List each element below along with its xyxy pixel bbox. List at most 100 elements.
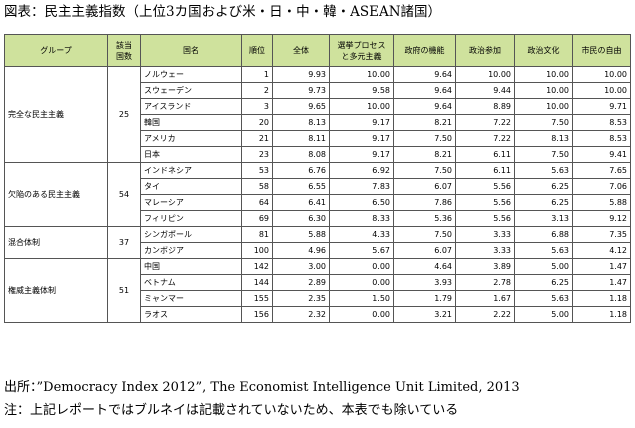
government-cell: 7.50 xyxy=(393,162,456,179)
government-cell: 6.07 xyxy=(393,178,456,195)
country-cell: ベトナム xyxy=(140,274,242,291)
rank-cell: 53 xyxy=(241,162,273,179)
electoral-cell: 6.92 xyxy=(329,162,394,179)
electoral-cell: 9.58 xyxy=(329,82,394,99)
header-count: 該当 国数 xyxy=(107,34,141,67)
rank-cell: 144 xyxy=(241,274,273,291)
culture-cell: 10.00 xyxy=(514,82,573,99)
overall-cell: 6.76 xyxy=(272,162,330,179)
participation-cell: 7.22 xyxy=(455,114,515,131)
country-cell: カンボジア xyxy=(140,242,242,259)
table-row: カンボジア 100 4.96 5.67 6.07 3.33 5.63 4.12 xyxy=(5,242,631,259)
liberties-cell: 10.00 xyxy=(572,82,631,99)
participation-cell: 8.89 xyxy=(455,98,515,115)
group-count: 37 xyxy=(107,226,141,259)
country-cell: インドネシア xyxy=(140,162,242,179)
overall-cell: 9.93 xyxy=(272,66,330,83)
rank-cell: 20 xyxy=(241,114,273,131)
overall-cell: 3.00 xyxy=(272,258,330,275)
liberties-cell: 10.00 xyxy=(572,66,631,83)
rank-cell: 23 xyxy=(241,146,273,163)
government-cell: 5.36 xyxy=(393,210,456,227)
country-cell: アメリカ xyxy=(140,130,242,147)
group-name: 完全な民主主義 xyxy=(4,66,108,163)
country-cell: ミャンマー xyxy=(140,290,242,307)
group-name: 混合体制 xyxy=(4,226,108,259)
participation-cell: 7.22 xyxy=(455,130,515,147)
participation-cell: 3.89 xyxy=(455,258,515,275)
culture-cell: 6.25 xyxy=(514,274,573,291)
rank-cell: 155 xyxy=(241,290,273,307)
country-cell: ノルウェー xyxy=(140,66,242,83)
table-row: 日本 23 8.08 9.17 8.21 6.11 7.50 9.41 xyxy=(5,146,631,163)
government-cell: 9.64 xyxy=(393,82,456,99)
culture-cell: 10.00 xyxy=(514,66,573,83)
participation-cell: 1.67 xyxy=(455,290,515,307)
liberties-cell: 5.88 xyxy=(572,194,631,211)
header-liberties: 市民の自由 xyxy=(572,34,631,67)
country-cell: スウェーデン xyxy=(140,82,242,99)
government-cell: 7.50 xyxy=(393,130,456,147)
government-cell: 4.64 xyxy=(393,258,456,275)
culture-cell: 5.00 xyxy=(514,306,573,323)
header-country: 国名 xyxy=(140,34,242,67)
electoral-cell: 10.00 xyxy=(329,98,394,115)
table-row: 混合体制 37 シンガポール 81 5.88 4.33 7.50 3.33 6.88 7.35 xyxy=(4,226,631,259)
table-body: 完全な民主主義 25 ノルウェー 1 9.93 10.00 9.64 10.00 10.00 10… xyxy=(4,66,631,323)
participation-cell: 5.56 xyxy=(455,210,515,227)
table-row: 権威主義体制 51 中国 142 3.00 0.00 4.64 3.89 5.00 1.47 xyxy=(4,258,631,323)
overall-cell: 5.88 xyxy=(272,226,330,243)
participation-cell: 2.22 xyxy=(455,306,515,323)
culture-cell: 8.13 xyxy=(514,130,573,147)
participation-cell: 3.33 xyxy=(455,226,515,243)
group-count: 54 xyxy=(107,162,141,227)
government-cell: 9.64 xyxy=(393,66,456,83)
electoral-cell: 0.00 xyxy=(329,274,394,291)
liberties-cell: 1.47 xyxy=(572,274,631,291)
overall-cell: 2.32 xyxy=(272,306,330,323)
header-government: 政府の機能 xyxy=(393,34,456,67)
overall-cell: 9.65 xyxy=(272,98,330,115)
rank-cell: 64 xyxy=(241,194,273,211)
overall-cell: 8.13 xyxy=(272,114,330,131)
country-cell: タイ xyxy=(140,178,242,195)
source-note: 出所：”Democracy Index 2012”, The Economist… xyxy=(4,380,520,395)
democracy-index-table: グループ 該当 国数 国名 順位 全体 選挙プロセス と多元主義 政府の機能 政治参加 政治文化 市民… xyxy=(4,34,631,323)
liberties-cell: 1.47 xyxy=(572,258,631,275)
electoral-cell: 9.17 xyxy=(329,130,394,147)
government-cell: 1.79 xyxy=(393,290,456,307)
country-cell: マレーシア xyxy=(140,194,242,211)
header-row: グループ 該当 国数 国名 順位 全体 選挙プロセス と多元主義 政府の機能 政治参加 政治文化 市民… xyxy=(4,34,631,67)
participation-cell: 6.11 xyxy=(455,162,515,179)
rank-cell: 69 xyxy=(241,210,273,227)
culture-cell: 5.63 xyxy=(514,290,573,307)
group-name: 権威主義体制 xyxy=(4,258,108,323)
electoral-cell: 1.50 xyxy=(329,290,394,307)
culture-cell: 5.63 xyxy=(514,242,573,259)
overall-cell: 6.55 xyxy=(272,178,330,195)
header-group: グループ xyxy=(4,34,108,67)
government-cell: 9.64 xyxy=(393,98,456,115)
group-name: 欠陥のある民主主義 xyxy=(4,162,108,227)
rank-cell: 81 xyxy=(241,226,273,243)
overall-cell: 4.96 xyxy=(272,242,330,259)
header-participation: 政治参加 xyxy=(455,34,515,67)
table-row: アメリカ 21 8.11 9.17 7.50 7.22 8.13 8.53 xyxy=(5,130,631,147)
overall-cell: 6.41 xyxy=(272,194,330,211)
liberties-cell: 9.12 xyxy=(572,210,631,227)
participation-cell: 2.78 xyxy=(455,274,515,291)
liberties-cell: 8.53 xyxy=(572,130,631,147)
electoral-cell: 9.17 xyxy=(329,114,394,131)
overall-cell: 8.11 xyxy=(272,130,330,147)
footnote: 注：上記レポートではブルネイは記載されていないため、本表でも除いている xyxy=(4,403,459,418)
electoral-cell: 0.00 xyxy=(329,258,394,275)
government-cell: 3.21 xyxy=(393,306,456,323)
rank-cell: 100 xyxy=(241,242,273,259)
country-cell: アイスランド xyxy=(140,98,242,115)
rank-cell: 21 xyxy=(241,130,273,147)
rank-cell: 3 xyxy=(241,98,273,115)
culture-cell: 7.50 xyxy=(514,146,573,163)
government-cell: 6.07 xyxy=(393,242,456,259)
electoral-cell: 5.67 xyxy=(329,242,394,259)
rank-cell: 2 xyxy=(241,82,273,99)
